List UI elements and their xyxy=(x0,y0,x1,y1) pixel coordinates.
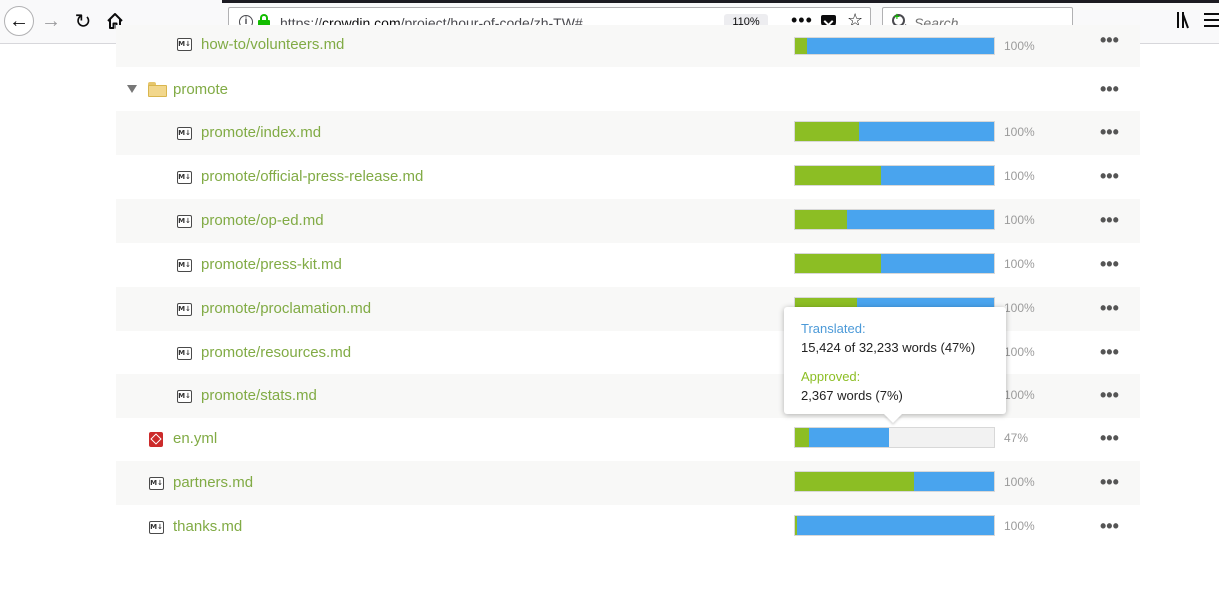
progress-percent: 100% xyxy=(1004,257,1035,271)
translated-segment xyxy=(808,428,889,447)
file-name-link[interactable]: en.yml xyxy=(173,430,218,447)
hamburger-menu-icon[interactable] xyxy=(1204,10,1219,30)
approved-segment xyxy=(795,516,797,535)
more-options-icon[interactable]: ••• xyxy=(1100,472,1119,492)
translated-segment xyxy=(914,472,994,491)
more-options-icon[interactable]: ••• xyxy=(1100,428,1119,448)
file-row[interactable]: M↓ promote/index.md 100% ••• xyxy=(116,111,1140,155)
translated-segment xyxy=(796,516,994,535)
tooltip-approved-value: 2,367 words (7%) xyxy=(801,388,903,403)
translation-progress-bar[interactable] xyxy=(794,165,995,186)
reload-icon: ↻ xyxy=(74,10,92,33)
library-icon[interactable] xyxy=(1177,12,1195,29)
markdown-file-icon: M↓ xyxy=(177,390,192,403)
progress-percent: 100% xyxy=(1004,301,1035,315)
translation-progress-bar[interactable] xyxy=(794,209,995,230)
collapse-caret-icon[interactable] xyxy=(127,85,137,93)
file-row[interactable]: M↓ thanks.md 100% ••• xyxy=(116,505,1140,549)
file-name-link[interactable]: how-to/volunteers.md xyxy=(201,36,345,53)
file-name-link[interactable]: partners.md xyxy=(173,474,254,491)
approved-segment xyxy=(795,210,847,229)
tooltip-approved-label: Approved: xyxy=(801,369,861,384)
progress-percent: 100% xyxy=(1004,125,1035,139)
progress-tooltip: Translated: 15,424 of 32,233 words (47%)… xyxy=(784,307,1006,414)
file-row[interactable]: M↓ promote/official-press-release.md 100% •… xyxy=(116,155,1140,199)
more-options-icon[interactable]: ••• xyxy=(1100,385,1119,405)
file-name-link[interactable]: promote xyxy=(173,81,229,98)
file-name-link[interactable]: thanks.md xyxy=(173,518,243,535)
markdown-file-icon: M↓ xyxy=(149,477,164,490)
file-name-link[interactable]: promote/official-press-release.md xyxy=(201,168,424,185)
arrow-left-icon: ← xyxy=(9,9,29,32)
translated-segment xyxy=(806,38,994,54)
progress-percent: 100% xyxy=(1004,519,1035,533)
markdown-file-icon: M↓ xyxy=(177,171,192,184)
markdown-file-icon: M↓ xyxy=(149,521,164,534)
approved-segment xyxy=(795,428,809,447)
reload-button[interactable]: ↻ xyxy=(68,6,98,36)
approved-segment xyxy=(795,254,881,273)
more-options-icon[interactable]: ••• xyxy=(1100,30,1119,50)
progress-percent: 100% xyxy=(1004,388,1035,402)
window-top-strip xyxy=(222,0,1219,3)
more-options-icon[interactable]: ••• xyxy=(1100,79,1119,99)
translated-segment xyxy=(880,166,994,185)
file-row[interactable]: en.yml 47% ••• xyxy=(116,417,1140,461)
translated-segment xyxy=(846,210,994,229)
markdown-file-icon: M↓ xyxy=(177,38,192,51)
more-options-icon[interactable]: ••• xyxy=(1100,516,1119,536)
markdown-file-icon: M↓ xyxy=(177,303,192,316)
more-options-icon[interactable]: ••• xyxy=(1100,254,1119,274)
progress-percent: 100% xyxy=(1004,169,1035,183)
approved-segment xyxy=(795,122,859,141)
progress-percent: 100% xyxy=(1004,345,1035,359)
translation-progress-bar[interactable] xyxy=(794,121,995,142)
tooltip-translated-label: Translated: xyxy=(801,321,866,336)
file-name-link[interactable]: promote/op-ed.md xyxy=(201,212,324,229)
yml-file-icon xyxy=(149,432,163,447)
markdown-file-icon: M↓ xyxy=(177,127,192,140)
translation-progress-bar[interactable] xyxy=(794,515,995,536)
folder-icon xyxy=(148,82,167,97)
translated-segment xyxy=(880,254,994,273)
markdown-file-icon: M↓ xyxy=(177,259,192,272)
approved-segment xyxy=(795,38,807,54)
arrow-right-icon: → xyxy=(41,9,61,32)
file-row[interactable]: M↓ promote/press-kit.md 100% ••• xyxy=(116,243,1140,287)
file-name-link[interactable]: promote/press-kit.md xyxy=(201,256,342,273)
translation-progress-bar[interactable] xyxy=(794,427,995,448)
more-options-icon[interactable]: ••• xyxy=(1100,210,1119,230)
forward-button[interactable]: → xyxy=(36,6,66,36)
file-name-link[interactable]: promote/resources.md xyxy=(201,344,352,361)
translation-progress-bar[interactable] xyxy=(794,253,995,274)
translated-segment xyxy=(858,122,994,141)
translation-progress-bar[interactable] xyxy=(794,37,995,55)
more-options-icon[interactable]: ••• xyxy=(1100,298,1119,318)
more-options-icon[interactable]: ••• xyxy=(1100,166,1119,186)
tooltip-translated-value: 15,424 of 32,233 words (47%) xyxy=(801,340,976,355)
approved-segment xyxy=(795,472,915,491)
approved-segment xyxy=(795,166,881,185)
browser-toolbar: ← → ↻ i https://crowdin.com/project/hour… xyxy=(0,0,1219,44)
translation-progress-bar[interactable] xyxy=(794,471,995,492)
markdown-file-icon: M↓ xyxy=(177,347,192,360)
markdown-file-icon: M↓ xyxy=(177,215,192,228)
more-options-icon[interactable]: ••• xyxy=(1100,122,1119,142)
file-name-link[interactable]: promote/index.md xyxy=(201,124,322,141)
file-row[interactable]: M↓ promote/op-ed.md 100% ••• xyxy=(116,199,1140,243)
file-row[interactable]: M↓ partners.md 100% ••• xyxy=(116,461,1140,505)
file-name-link[interactable]: promote/proclamation.md xyxy=(201,300,372,317)
progress-percent: 100% xyxy=(1004,213,1035,227)
more-options-icon[interactable]: ••• xyxy=(1100,342,1119,362)
folder-row[interactable]: promote ••• xyxy=(116,68,1140,112)
file-row[interactable]: M↓ how-to/volunteers.md 100% ••• xyxy=(116,25,1140,67)
progress-percent: 100% xyxy=(1004,475,1035,489)
progress-percent: 47% xyxy=(1004,431,1029,445)
back-button[interactable]: ← xyxy=(4,6,34,36)
lock-icon[interactable] xyxy=(258,14,270,30)
file-name-link[interactable]: promote/stats.md xyxy=(201,387,317,404)
progress-percent: 100% xyxy=(1004,39,1035,53)
